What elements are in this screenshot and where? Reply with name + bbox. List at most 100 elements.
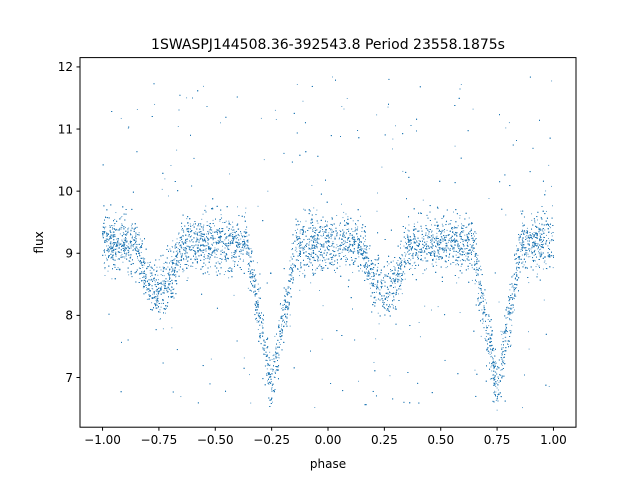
data-point [533,235,535,237]
data-point [189,240,191,242]
data-point [326,258,328,260]
data-point [322,230,324,232]
data-point [170,165,172,166]
data-point [175,276,177,278]
data-point [143,281,145,283]
data-point [440,236,442,237]
data-point [116,238,118,240]
data-point [171,283,173,285]
data-point [310,239,312,241]
data-point [446,247,448,249]
data-point [180,260,182,262]
data-point [278,320,280,322]
data-point [269,376,271,378]
data-point [411,265,413,267]
data-point [275,119,277,120]
data-point [123,238,125,240]
data-point [233,294,235,296]
data-point [531,245,533,247]
data-point [528,248,530,250]
data-point [461,231,463,233]
data-point [151,279,153,281]
data-point [304,269,305,271]
data-point [474,283,476,285]
data-point [111,243,113,245]
data-point [451,228,453,230]
data-point [186,97,188,99]
data-point [431,309,432,311]
data-point [284,295,286,296]
data-point [146,287,147,289]
data-point [441,247,443,249]
data-point [446,229,448,231]
data-point [201,218,203,220]
data-point [502,331,504,333]
data-point [272,355,274,357]
data-point [300,229,302,230]
data-point [200,250,202,252]
data-point [551,185,552,187]
data-point [422,199,424,201]
data-point [343,236,344,238]
data-point [436,241,438,242]
data-point [196,238,198,240]
data-point [519,242,521,244]
data-point [459,312,461,314]
data-point [478,287,480,289]
data-point [166,288,168,290]
data-point [360,215,362,217]
data-point [185,249,187,250]
data-point [484,337,486,339]
data-point [318,231,319,233]
data-point [190,240,192,242]
data-point [451,239,453,241]
data-point [336,231,338,233]
data-point [312,229,313,231]
data-point [300,221,301,223]
data-point [196,239,198,241]
data-point [331,229,333,231]
data-point [467,268,469,270]
data-point [339,245,341,247]
data-point [320,227,322,229]
data-point [402,255,404,257]
data-point [181,247,183,249]
data-point [210,228,211,230]
data-point [462,230,464,232]
data-point [477,293,479,294]
data-point [180,253,182,255]
data-point [228,242,230,244]
data-point [390,285,392,286]
data-point [192,265,194,267]
data-point [505,336,507,338]
data-point [247,287,249,289]
data-point [320,269,322,271]
data-point [418,321,420,323]
data-point [145,277,147,279]
data-point [420,227,422,229]
data-point [299,247,301,249]
data-point [474,253,476,255]
data-point [147,262,149,264]
data-point [547,245,549,247]
data-point [243,357,245,359]
data-point [221,249,223,251]
data-point [308,261,310,263]
data-point [348,223,349,224]
data-point [250,272,252,274]
data-point [500,330,502,332]
data-point [137,259,139,261]
data-point [346,249,348,251]
data-point [386,309,388,311]
data-point [334,236,336,238]
data-point [366,272,368,273]
data-point [266,368,268,370]
data-point [493,350,495,352]
data-point [314,407,316,409]
data-point [334,272,336,273]
data-point [511,297,513,298]
data-point [122,244,124,246]
data-point [158,259,160,261]
data-point [289,293,291,295]
data-point [186,241,188,242]
